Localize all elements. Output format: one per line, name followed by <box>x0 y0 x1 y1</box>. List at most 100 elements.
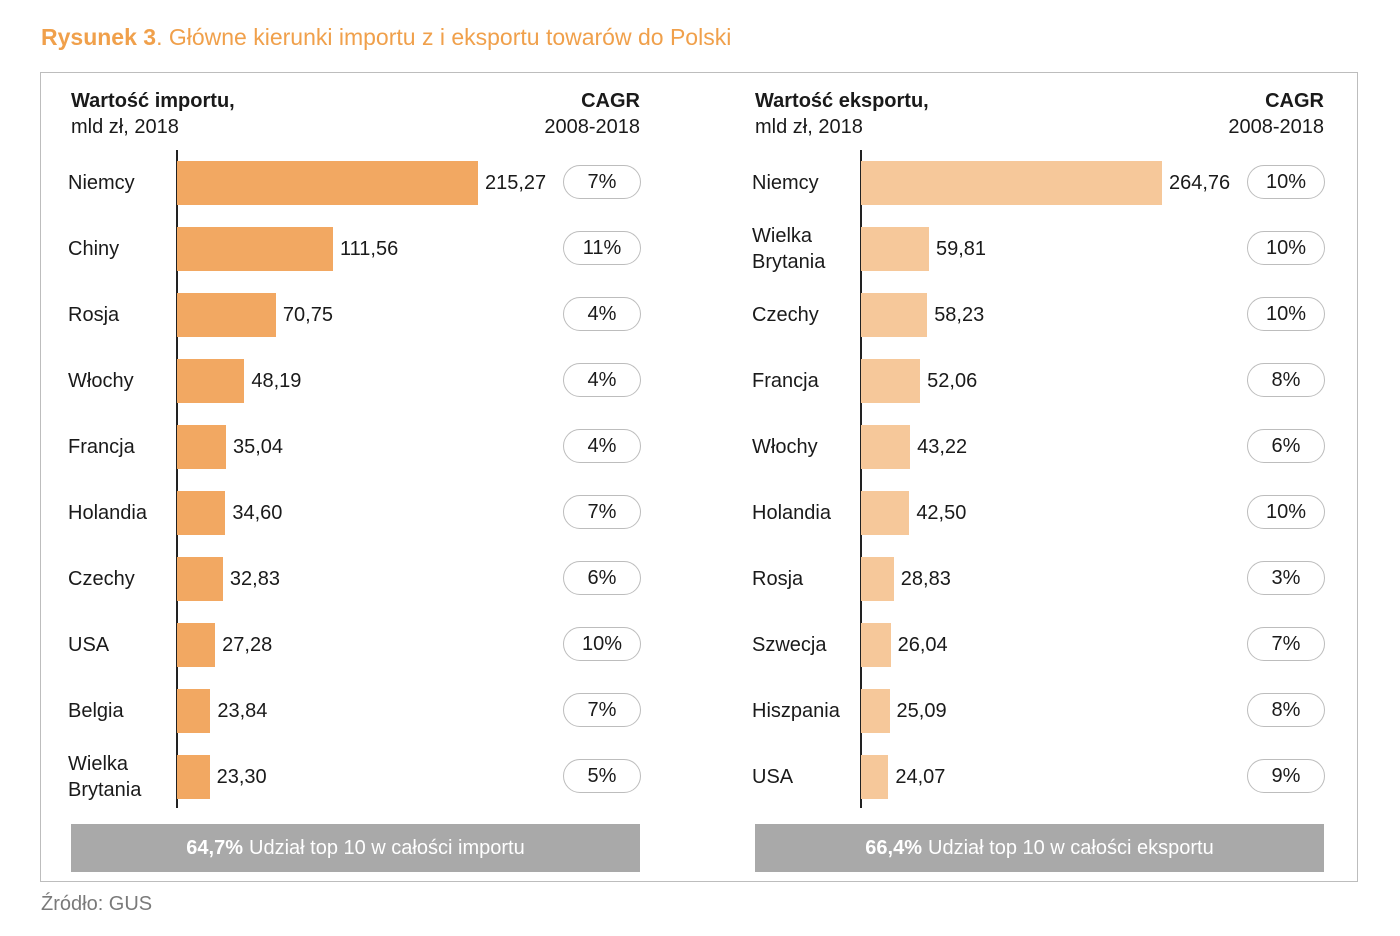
import-bar <box>177 491 226 535</box>
export-category-label: Rosja <box>752 568 804 590</box>
import-bar <box>177 557 223 601</box>
import-value-label: 48,19 <box>251 369 302 392</box>
import-bar <box>177 293 276 337</box>
import-value-label: 32,83 <box>229 567 280 590</box>
import-bar <box>177 227 333 271</box>
export-category-label: Włochy <box>752 436 818 458</box>
export-cagr-badge: 10% <box>1247 297 1325 331</box>
export-value-label: 52,06 <box>927 369 978 392</box>
import-value-label: 215,27 <box>485 171 547 194</box>
import-category-label: Francja <box>68 436 135 458</box>
import-category-label: Czechy <box>68 568 135 590</box>
import-value-label: 35,04 <box>232 435 284 458</box>
figure-title: Rysunek 3. Główne kierunki importu z i e… <box>41 24 731 51</box>
export-row: Czechy 58,23 10% <box>684 293 1344 337</box>
export-category-label: Czechy <box>752 304 819 326</box>
import-category-label: Włochy <box>68 370 134 392</box>
export-category-label: Szwecja <box>752 634 827 656</box>
export-row: Francja 52,06 8% <box>684 359 1344 403</box>
import-value-label: 111,56 <box>339 237 399 260</box>
export-category-label: Niemcy <box>752 172 819 194</box>
export-category-label: USA <box>752 766 794 788</box>
export-share-text: Udział top 10 w całości eksportu <box>928 836 1214 859</box>
import-value-label: 23,30 <box>216 765 267 788</box>
source-note: Źródło: GUS <box>41 893 153 915</box>
export-value-label: 43,22 <box>917 435 968 458</box>
import-value-label: 23,84 <box>217 699 268 722</box>
import-cagr-badge: 10% <box>563 627 641 661</box>
import-bar <box>177 755 210 799</box>
import-row: Niemcy 215,27 7% <box>0 161 660 205</box>
export-row: Szwecja 26,04 7% <box>684 623 1344 667</box>
import-cagr-badge: 11% <box>563 231 641 265</box>
figure-label: Rysunek 3 <box>41 24 157 50</box>
import-y-axis <box>176 150 178 808</box>
import-row: USA 27,28 10% <box>0 623 660 667</box>
export-bar <box>861 491 910 535</box>
import-share-footer: 64,7% Udział top 10 w całości importu <box>71 824 640 872</box>
export-cagr-badge: 8% <box>1247 693 1325 727</box>
export-chart-title: Wartość eksportu, <box>755 90 929 112</box>
export-cagr-badge: 7% <box>1247 627 1325 661</box>
export-bar <box>861 425 911 469</box>
export-bar <box>861 755 889 799</box>
export-cagr-badge: 3% <box>1247 561 1325 595</box>
export-cagr-title: CAGR <box>1265 90 1324 112</box>
export-bar <box>861 623 891 667</box>
export-value-label: 24,07 <box>895 765 946 788</box>
import-category-label: Niemcy <box>68 172 135 194</box>
import-category-label: USA <box>68 634 110 656</box>
export-category-label: Hiszpania <box>752 700 840 722</box>
import-cagr-badge: 7% <box>563 165 641 199</box>
export-bar <box>861 359 921 403</box>
import-row: Rosja 70,75 4% <box>0 293 660 337</box>
export-category-label: Wielka Brytania <box>752 225 826 273</box>
export-share-footer: 66,4% Udział top 10 w całości eksportu <box>755 824 1324 872</box>
import-row: Chiny 111,56 11% <box>0 227 660 271</box>
export-value-label: 59,81 <box>935 237 987 260</box>
export-row: Rosja 28,83 3% <box>684 557 1344 601</box>
import-share-percent: 64,7% <box>186 836 244 859</box>
export-cagr-badge: 8% <box>1247 363 1325 397</box>
import-value-label: 70,75 <box>282 303 333 326</box>
import-cagr-badge: 5% <box>563 759 641 793</box>
export-bar <box>861 293 928 337</box>
import-cagr-period: 2008-2018 <box>544 116 640 138</box>
import-cagr-badge: 6% <box>563 561 641 595</box>
export-row: Holandia 42,50 10% <box>684 491 1344 535</box>
export-row: Niemcy 264,76 10% <box>684 161 1344 205</box>
import-value-label: 34,60 <box>232 501 283 524</box>
figure-title-text: . Główne kierunki importu z i eksportu t… <box>156 24 732 50</box>
export-cagr-badge: 10% <box>1247 165 1325 199</box>
import-value-label: 27,28 <box>222 633 273 656</box>
export-cagr-badge: 9% <box>1247 759 1325 793</box>
export-value-label: 264,76 <box>1169 171 1231 194</box>
import-cagr-badge: 7% <box>563 693 641 727</box>
export-value-label: 28,83 <box>900 567 951 590</box>
import-row: Wielka Brytania 23,30 5% <box>0 753 660 801</box>
export-row: Wielka Brytania 59,81 10% <box>684 225 1344 273</box>
import-category-label: Holandia <box>68 502 147 524</box>
import-row: Belgia 23,84 7% <box>0 689 660 733</box>
import-chart-title: Wartość importu, <box>71 90 235 112</box>
export-bar <box>861 689 890 733</box>
export-category-label: Francja <box>752 370 819 392</box>
import-cagr-title: CAGR <box>581 90 640 112</box>
import-cagr-badge: 7% <box>563 495 641 529</box>
import-category-label: Rosja <box>68 304 120 326</box>
export-y-axis <box>860 150 862 808</box>
import-bar <box>177 359 245 403</box>
import-bar <box>177 161 478 205</box>
export-cagr-period: 2008-2018 <box>1228 116 1324 138</box>
export-row: Włochy 43,22 6% <box>684 425 1344 469</box>
import-row: Włochy 48,19 4% <box>0 359 660 403</box>
import-cagr-badge: 4% <box>563 429 641 463</box>
import-cagr-badge: 4% <box>563 363 641 397</box>
import-share-text: Udział top 10 w całości importu <box>249 836 525 859</box>
export-bar <box>861 557 894 601</box>
export-panel: Wartość eksportu, mld zł, 2018 CAGR 2008-20… <box>684 0 1344 936</box>
export-bar <box>861 227 929 271</box>
export-value-label: 25,09 <box>896 699 947 722</box>
export-cagr-badge: 6% <box>1247 429 1325 463</box>
export-row: Hiszpania 25,09 8% <box>684 689 1344 733</box>
